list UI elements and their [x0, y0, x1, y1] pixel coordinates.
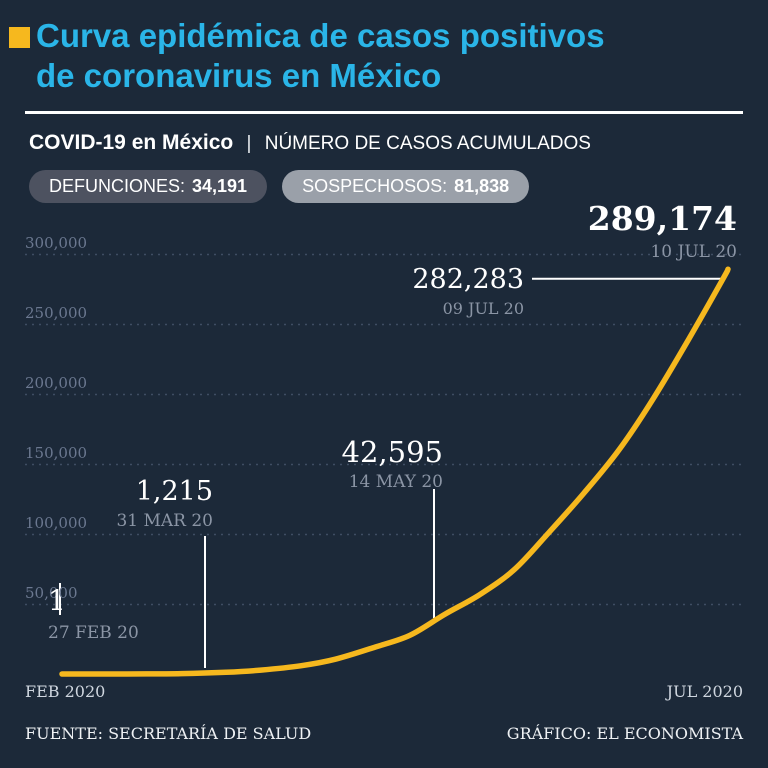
annotation-value: 289,174: [587, 199, 737, 238]
chart-subtitle: COVID-19 en México | NÚMERO DE CASOS ACU…: [29, 131, 591, 155]
pipe-separator: |: [246, 133, 252, 154]
annotation-date: 10 JUL 20: [650, 241, 737, 262]
annotation-value: 282,283: [412, 264, 524, 295]
deaths-badge-value: 34,191: [192, 176, 248, 196]
annotation-date: 31 MAR 20: [116, 511, 213, 532]
page-title-line2: de coronavirus en México: [36, 57, 442, 94]
source-credit: FUENTE: SECRETARÍA DE SALUD: [25, 724, 312, 743]
annotation-may-14: 42,595 14 MAY 20: [341, 435, 443, 493]
subtitle-title: COVID-19 en México: [29, 131, 234, 154]
annotation-value: 42,595: [341, 435, 443, 469]
suspected-badge-value: 81,838: [454, 176, 510, 196]
deaths-badge-label: DEFUNCIONES:: [49, 176, 186, 196]
x-axis-label-start: FEB 2020: [25, 682, 106, 701]
annotation-date: 27 FEB 20: [48, 623, 139, 644]
title-accent-square: [9, 27, 30, 48]
deaths-badge: DEFUNCIONES: 34,191: [29, 170, 268, 203]
stat-badges: DEFUNCIONES: 34,191 SOSPECHOSOS: 81,838: [29, 170, 530, 203]
page-title: Curva epidémica de casos positivos de co…: [36, 16, 605, 96]
suspected-badge-label: SOSPECHOSOS:: [302, 176, 448, 196]
divider-line: [25, 111, 743, 114]
annotation-feb-27: 1 27 FEB 20: [48, 584, 139, 644]
annotation-date: 14 MAY 20: [348, 472, 443, 493]
annotation-value: 1,215: [135, 476, 213, 507]
page-title-line1: Curva epidémica de casos positivos: [36, 17, 605, 54]
suspected-badge: SOSPECHOSOS: 81,838: [282, 170, 530, 203]
x-axis-label-end: JUL 2020: [666, 682, 743, 701]
subtitle-caption: NÚMERO DE CASOS ACUMULADOS: [264, 133, 591, 154]
annotation-latest-total: 289,174 10 JUL 20: [587, 199, 737, 262]
annotation-value: 1: [48, 584, 66, 617]
annotation-mar-31: 1,215 31 MAR 20: [116, 476, 213, 532]
annotation-jul-09: 282,283 09 JUL 20: [412, 264, 524, 319]
annotation-date: 09 JUL 20: [442, 299, 524, 319]
cumulative-cases-curve: [59, 266, 731, 677]
graphic-credit: GRÁFICO: EL ECONOMISTA: [506, 724, 743, 743]
